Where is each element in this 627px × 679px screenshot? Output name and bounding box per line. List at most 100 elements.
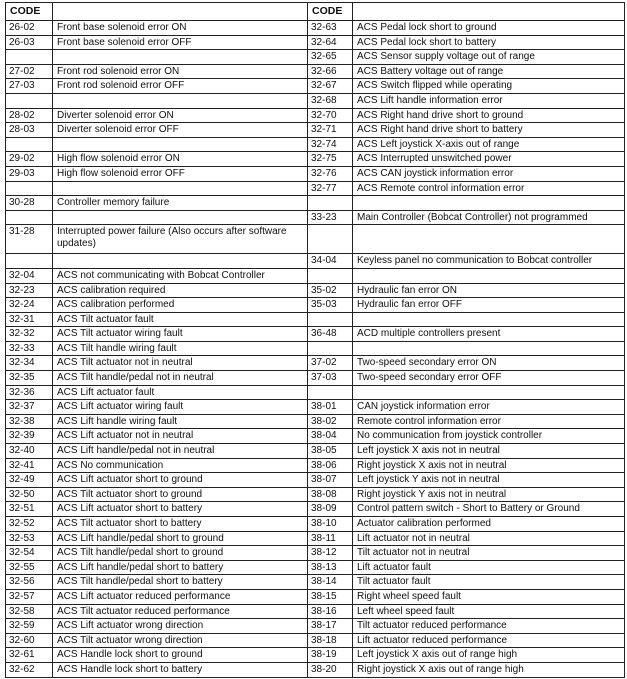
description-left — [52, 253, 308, 269]
code-left: 32-23 — [5, 282, 53, 299]
code-right: 38-13 — [307, 559, 353, 576]
table-row: 32-31 ACS Tilt actuator fault — [5, 311, 625, 328]
code-left: 32-58 — [5, 603, 53, 620]
code-left: 32-57 — [5, 588, 53, 605]
code-right: 32-63 — [307, 20, 353, 36]
description-right — [352, 267, 625, 284]
description-left — [52, 49, 308, 65]
code-left: 32-24 — [5, 297, 53, 313]
code-right: 32-70 — [307, 107, 353, 124]
description-left — [52, 92, 308, 109]
table-row: 32-52 ACS Tilt actuator short to battery 3… — [5, 516, 625, 532]
description-right — [352, 340, 625, 357]
description-left: ACS Lift handle/pedal not in neutral — [52, 443, 308, 459]
description-left — [52, 180, 308, 197]
code-right: 32-76 — [307, 165, 353, 182]
code-right: 38-11 — [307, 530, 353, 547]
description-header-right — [352, 2, 625, 21]
table-row: 32-40 ACS Lift handle/pedal not in neutra… — [5, 443, 625, 459]
code-left: 32-37 — [5, 399, 53, 415]
description-left: Front rod solenoid error OFF — [52, 78, 308, 94]
code-left — [5, 49, 53, 65]
code-right: 32-65 — [307, 49, 353, 65]
table-row: 32-33 ACS Tilt handle wiring fault — [5, 340, 625, 357]
code-right: 32-67 — [307, 78, 353, 94]
code-left — [5, 92, 53, 109]
description-left: ACS Lift handle/pedal short to battery — [52, 559, 308, 576]
description-right: ACS Remote control information error — [352, 180, 625, 197]
description-left: ACS Lift actuator wrong direction — [52, 618, 308, 634]
description-right: Lift actuator fault — [352, 559, 625, 576]
description-left: ACS Handle lock short to ground — [52, 647, 308, 663]
description-left: Front base solenoid error ON — [52, 20, 308, 36]
table-row: 32-04 ACS not communicating with Bobcat C… — [5, 267, 625, 284]
code-left: 32-59 — [5, 618, 53, 634]
code-right: 32-68 — [307, 92, 353, 109]
description-left: ACS Lift actuator not in neutral — [52, 428, 308, 445]
table-row: 32-35 ACS Tilt handle/pedal not in neutra… — [5, 370, 625, 386]
code-left: 32-33 — [5, 340, 53, 357]
table-row: 32-50 ACS Tilt actuator short to ground 38… — [5, 486, 625, 503]
description-right: Two-speed secondary error ON — [352, 355, 625, 372]
description-left: ACS Tilt handle wiring fault — [52, 340, 308, 357]
code-left: 32-55 — [5, 559, 53, 576]
description-right: Hydraulic fan error ON — [352, 282, 625, 299]
description-right: Remote control information error — [352, 413, 625, 430]
description-left: Controller memory failure — [52, 195, 308, 211]
description-header-left — [52, 2, 308, 21]
code-right: 37-02 — [307, 355, 353, 372]
code-left: 32-52 — [5, 516, 53, 532]
code-left: 26-02 — [5, 20, 53, 36]
code-left: 32-40 — [5, 443, 53, 459]
code-left: 32-31 — [5, 311, 53, 328]
code-right: 32-66 — [307, 63, 353, 80]
table-row: 32-74 ACS Left joystick X-axis out of ran… — [5, 136, 625, 153]
description-right: ACS Right hand drive short to ground — [352, 107, 625, 124]
code-right: 38-02 — [307, 413, 353, 430]
code-right: 32-77 — [307, 180, 353, 197]
description-right: No communication from joystick controlle… — [352, 428, 625, 445]
code-left: 32-56 — [5, 574, 53, 590]
code-left — [5, 136, 53, 153]
description-right: ACS Switch flipped while operating — [352, 78, 625, 94]
description-right: Right joystick Y axis not in neutral — [352, 486, 625, 503]
description-left: Diverter solenoid error OFF — [52, 122, 308, 138]
description-right: ACS Sensor supply voltage out of range — [352, 49, 625, 65]
table-row: 27-02 Front rod solenoid error ON 32-66 ACS… — [5, 63, 625, 80]
table-row: 26-03 Front base solenoid error OFF 32-64 A… — [5, 34, 625, 51]
table-row: 32-60 ACS Tilt actuator wrong direction 38… — [5, 632, 625, 649]
code-right: 38-07 — [307, 472, 353, 488]
code-left: 29-03 — [5, 165, 53, 182]
table-row: 32-38 ACS Lift handle wiring fault 38-02 Re… — [5, 413, 625, 430]
description-right: Right wheel speed fault — [352, 588, 625, 605]
description-left: ACS Tilt actuator reduced performance — [52, 603, 308, 620]
description-left: ACS Tilt actuator short to ground — [52, 486, 308, 503]
description-left — [52, 136, 308, 153]
code-left: 32-61 — [5, 647, 53, 663]
table-row: 32-49 ACS Lift actuator short to ground 38… — [5, 472, 625, 488]
description-left: ACS Handle lock short to battery — [52, 661, 308, 678]
description-right: CAN joystick information error — [352, 399, 625, 415]
table-row: 33-23 Main Controller (Bobcat Controller)… — [5, 209, 625, 226]
code-left: 31-28 — [5, 224, 53, 255]
table-row: 32-65 ACS Sensor supply voltage out of ra… — [5, 49, 625, 65]
table-row: 32-51 ACS Lift actuator short to battery 3… — [5, 501, 625, 517]
description-right: ACS Pedal lock short to battery — [352, 34, 625, 51]
code-right: 38-17 — [307, 618, 353, 634]
code-right: 32-74 — [307, 136, 353, 153]
table-row: 32-56 ACS Tilt handle/pedal short to batt… — [5, 574, 625, 590]
description-right: ACS Pedal lock short to ground — [352, 20, 625, 36]
description-left: ACS Tilt actuator wrong direction — [52, 632, 308, 649]
description-right — [352, 224, 625, 255]
description-right: ACS Lift handle information error — [352, 92, 625, 109]
table-row: 32-36 ACS Lift actuator fault — [5, 384, 625, 401]
description-right: ACS Left joystick X-axis out of range — [352, 136, 625, 153]
description-right: Left joystick Y axis not in neutral — [352, 472, 625, 488]
code-left: 32-54 — [5, 545, 53, 561]
table-row: 32-61 ACS Handle lock short to ground 38-1… — [5, 647, 625, 663]
description-right: Control pattern switch - Short to Batter… — [352, 501, 625, 517]
code-left: 32-04 — [5, 267, 53, 284]
description-left: ACS Tilt handle/pedal short to ground — [52, 545, 308, 561]
code-left: 28-02 — [5, 107, 53, 124]
description-right — [352, 195, 625, 211]
